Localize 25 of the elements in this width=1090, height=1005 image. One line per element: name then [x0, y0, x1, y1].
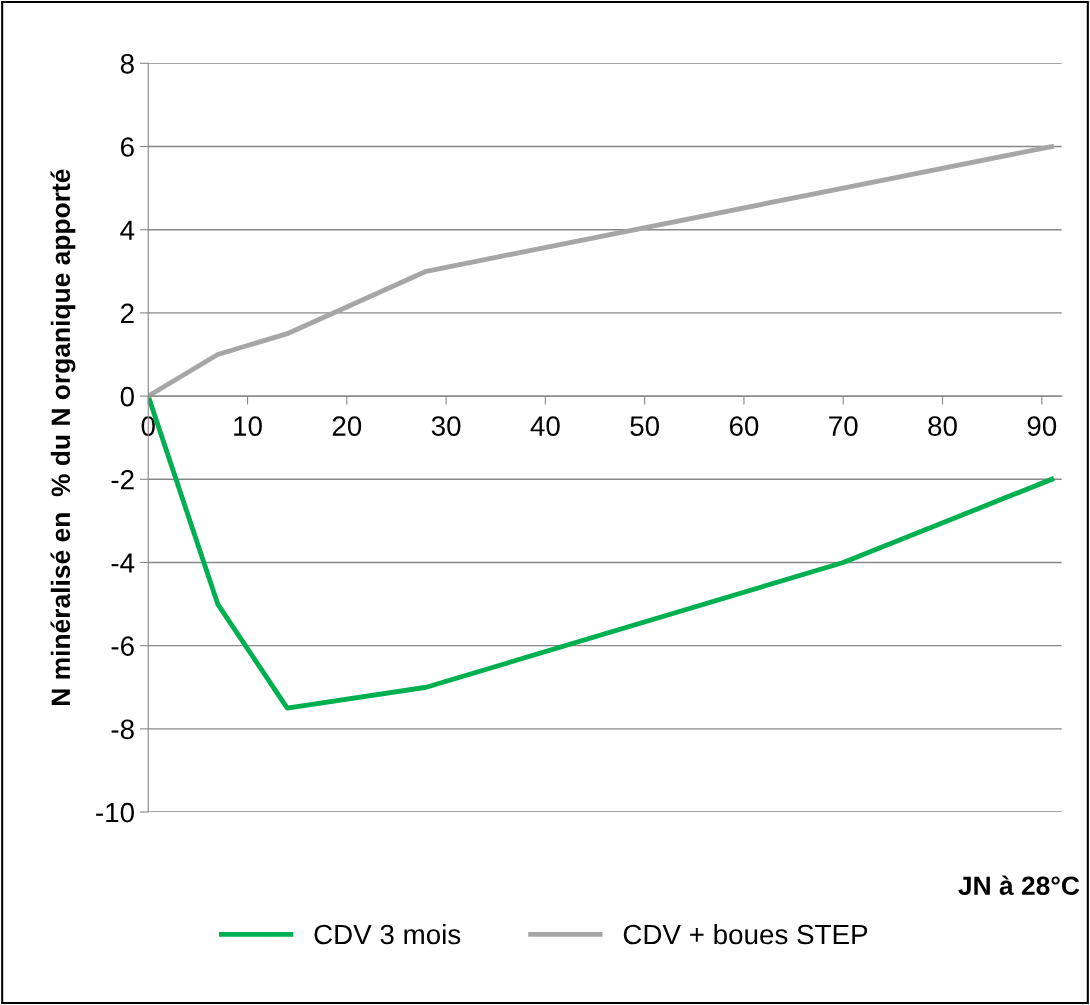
legend-label: CDV 3 mois [314, 923, 461, 945]
y-tick-label: -2 [111, 469, 134, 490]
x-tick-label: 30 [431, 416, 461, 436]
x-tick-label: 90 [1027, 416, 1057, 436]
y-tick-label: 6 [121, 137, 134, 157]
y-tick-label: -6 [111, 636, 134, 656]
y-tick-label: 4 [120, 220, 135, 240]
x-tick-label: 10 [234, 416, 262, 436]
y-tick-label: -10 [96, 802, 134, 823]
x-tick-label: 40 [530, 416, 560, 436]
y-axis-title: N minéralisé en % du N organique apporté [50, 169, 76, 705]
x-tick-label: 0 [141, 416, 155, 436]
x-tick-label: 60 [729, 416, 759, 436]
line-series [148, 144, 1055, 399]
x-axis-title: JN à 28°C [958, 875, 1080, 896]
y-tick-label: 8 [120, 53, 134, 74]
y-tick-label: 0 [120, 386, 134, 407]
y-tick-label: 2 [121, 303, 134, 323]
legend-label: CDV + boues STEP [623, 923, 868, 945]
y-tick-label: -4 [111, 553, 135, 573]
x-tick-label: 80 [928, 416, 957, 436]
x-tick-label: 20 [332, 416, 362, 436]
x-tick-label: 70 [829, 416, 858, 436]
x-tick-label: 50 [630, 416, 660, 436]
y-tick-label: -8 [111, 719, 134, 740]
